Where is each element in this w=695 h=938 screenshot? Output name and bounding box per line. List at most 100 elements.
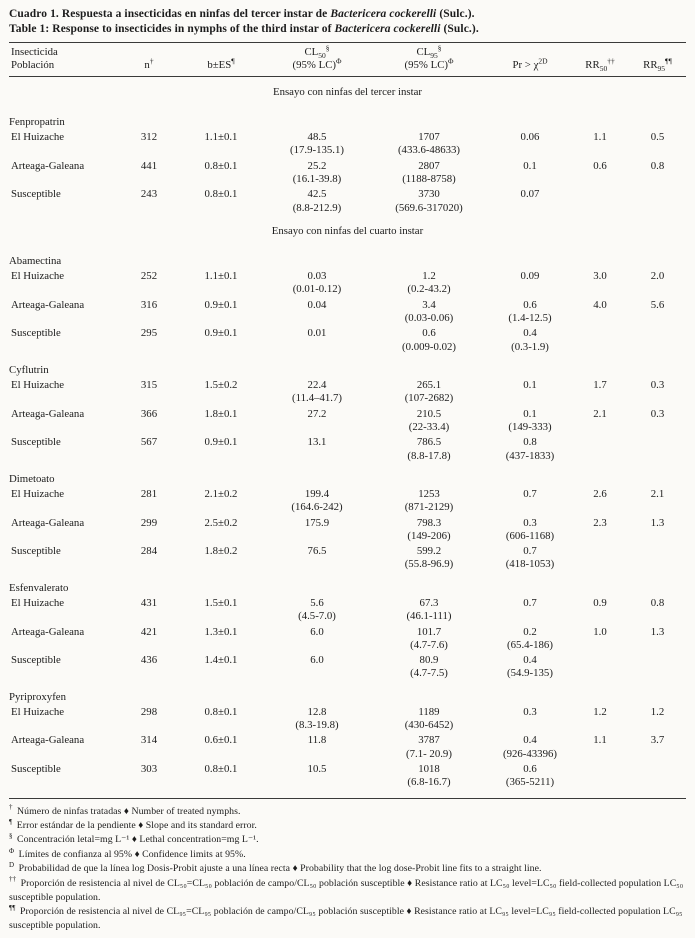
col-header-cl50: CL50§ (95% LC)Φ	[265, 41, 369, 77]
pr-label: Pr >	[512, 59, 534, 72]
population-name-main: Susceptible	[11, 763, 61, 776]
footnote: †† Proporción de resistencia al nivel de…	[9, 875, 684, 903]
footnote: D Probabilidad de que la línea log Dosis…	[9, 860, 542, 875]
cl50-value-ci: (0.01-0.12)	[292, 283, 342, 296]
cl50-value-main: 175.9	[304, 516, 330, 529]
cl95-value-ci: (0.03-0.06)	[404, 312, 454, 325]
pr-value-main: 0.7	[523, 596, 537, 609]
cl95-value-ci: (46.1-111)	[406, 610, 452, 623]
results-table-body: Ensayo con ninfas del tercer instar Fenpr…	[9, 76, 686, 798]
n-value-main: 431	[140, 596, 158, 609]
b-es-value-main: 0.9±0.1	[204, 298, 238, 311]
pr-value: 0.4 (926-43396)	[489, 733, 571, 762]
cl95-value-main: 1253	[418, 488, 440, 501]
cl95-value: 1018 (6.8-16.7)	[369, 762, 489, 798]
header-row: Insecticida Población n† b±ES¶ CL50§ (95…	[9, 41, 686, 77]
table-row: Arteaga-Galeana 299 2.5±0.2 175.9 798.3 (149-…	[9, 516, 686, 545]
table-row: Arteaga-Galeana 441 0.8±0.1 25.2 (16.1-39.8)…	[9, 159, 686, 188]
b-es-value-main: 2.5±0.2	[204, 516, 238, 529]
rr95-value: 5.6	[629, 298, 686, 327]
title-en-suffix: (Sulc.).	[440, 22, 479, 35]
footnote: § Concentración letal=mg L⁻¹ ♦ Lethal co…	[9, 832, 259, 846]
rr95-value-main: 0.8	[650, 159, 665, 172]
rr50-value-main: 0.9	[593, 596, 607, 609]
n-value: 295	[121, 326, 177, 355]
rr50-value	[571, 326, 629, 355]
footnote-mark-phi: Φ	[336, 56, 342, 66]
b-es-value: 1.8±0.1	[177, 407, 265, 436]
cl50-value-ci: (8.3-19.8)	[295, 719, 339, 732]
cl50-limits-text: (95% LC)	[292, 59, 336, 72]
pr-value-main: 0.1	[523, 407, 537, 420]
pr-value: 0.4 (54.9-135)	[489, 653, 571, 682]
rr95-value-main: 1.3	[650, 516, 665, 529]
rr95-value: 0.3	[629, 378, 686, 407]
b-es-value-main: 1.5±0.2	[204, 379, 238, 392]
rr95-value	[629, 762, 686, 798]
cl50-value: 22.4 (11.4–41.7)	[265, 378, 369, 407]
rr50-value: 2.1	[571, 407, 629, 436]
pr-value-ci: (0.3-1.9)	[511, 340, 549, 353]
b-es-value-main: 1.8±0.1	[204, 407, 238, 420]
species-name: Bactericera cockerelli	[334, 22, 441, 35]
col-header-b-es: b±ES¶	[177, 41, 265, 77]
n-value: 298	[121, 705, 177, 734]
col-header-cl95: CL95§ (95% LC)Φ	[369, 41, 489, 77]
pr-value: 0.3 (606-1168)	[489, 516, 571, 545]
population-name-main: El Huizache	[11, 131, 65, 144]
cl50-value: 42.5 (8.8-212.9)	[265, 187, 369, 216]
cl95-value-ci: (107-2682)	[404, 392, 454, 405]
insecticide-name: Cyflutrin	[9, 364, 49, 376]
n-value: 431	[121, 596, 177, 625]
population-name-main: Arteaga-Galeana	[11, 625, 85, 638]
footnote: ¶¶ Proporción de resistencia al nivel de…	[9, 903, 683, 931]
b-es-value-main: 0.8±0.1	[204, 159, 238, 172]
footnote-mark-phi: Φ	[448, 56, 454, 66]
rr95-value-main: 0.5	[650, 131, 665, 144]
b-es-value-main: 1.4±0.1	[204, 654, 238, 667]
table-row: Susceptible 567 0.9±0.1 13.1 786.5 (8.8-17.8)…	[9, 435, 686, 464]
rr95-value-main: 3.7	[650, 734, 665, 747]
rr95-value	[629, 435, 686, 464]
cl95-value: 67.3 (46.1-111)	[369, 596, 489, 625]
chi-exponent: 2	[538, 56, 543, 66]
population-name: El Huizache	[9, 130, 121, 159]
table-row: Arteaga-Galeana 314 0.6±0.1 11.8 3787 (7.1- 2…	[9, 733, 686, 762]
pr-value-ci: (437-1833)	[505, 449, 555, 462]
col-header-n-label: n	[144, 59, 150, 72]
n-value-main: 252	[140, 270, 158, 283]
cl50-value-main: 6.0	[310, 625, 324, 638]
cl50-value-main: 42.5	[307, 188, 327, 201]
pr-value: 0.4 (0.3-1.9)	[489, 326, 571, 355]
b-es-value: 2.1±0.2	[177, 487, 265, 516]
rr50-value	[571, 762, 629, 798]
b-es-value: 1.5±0.2	[177, 378, 265, 407]
cl95-value-main: 786.5	[416, 436, 442, 449]
cl95-value-main: 1018	[418, 763, 440, 776]
cl50-value: 6.0	[265, 653, 369, 682]
n-value: 441	[121, 159, 177, 188]
title-en-prefix: Table 1: Response to insecticides in nym…	[9, 22, 335, 35]
n-value: 281	[121, 487, 177, 516]
rr50-value	[571, 653, 629, 682]
pr-value-main: 0.7	[523, 545, 537, 558]
chi-symbol: χ	[533, 59, 539, 72]
table-row: Arteaga-Galeana 316 0.9±0.1 0.04 3.4 (0.03-0.…	[9, 298, 686, 327]
rr95-value-main: 1.3	[650, 625, 665, 638]
cl50-label: CL50§	[267, 44, 367, 59]
rr95-value: 0.8	[629, 159, 686, 188]
pr-value-ci: (418-1053)	[505, 558, 555, 571]
footnote-mark: Φ	[9, 846, 15, 855]
rr50-value-main: 2.1	[593, 407, 607, 420]
rr50-value-main: 1.0	[593, 625, 607, 638]
insecticide-group-row: Dimetoato	[9, 464, 686, 487]
cl95-value-ci: (430-6452)	[404, 719, 454, 732]
pr-value: 0.7	[489, 596, 571, 625]
b-es-value-main: 2.1±0.2	[204, 488, 238, 501]
n-value-main: 295	[140, 327, 158, 340]
insecticide-name: Dimetoato	[9, 472, 55, 485]
title-es-prefix: Cuadro 1. Respuesta a insecticidas en ni…	[9, 8, 331, 20]
footnote: † Número de ninfas tratadas ♦ Number of …	[9, 803, 241, 817]
cl95-value-main: 798.3	[416, 516, 442, 529]
rr95-value-main: 0.3	[650, 379, 665, 392]
